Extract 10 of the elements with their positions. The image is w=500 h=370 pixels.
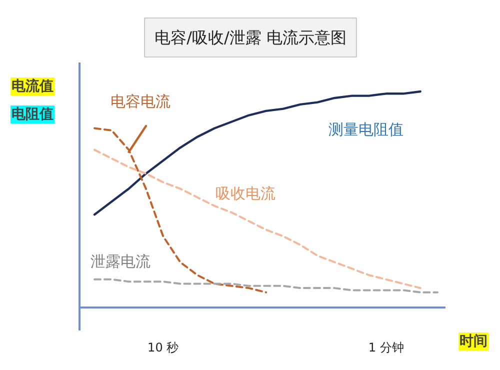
series-label: 测量电阻值 — [328, 120, 404, 138]
series-label: 电容电流 — [110, 92, 170, 110]
x-tick-label: 10 秒 — [148, 340, 179, 354]
chart-title: 电容/吸收/泄露 电流示意图 — [154, 28, 346, 47]
y2-axis-title: 电阻值 — [12, 106, 54, 122]
x-axis-title: 时间 — [460, 334, 488, 350]
series-label: 吸收电流 — [216, 184, 276, 202]
x-tick-label: 1 分钟 — [368, 340, 404, 354]
y-axis-title: 电流值 — [12, 78, 54, 94]
series-label: 泄露电流 — [90, 252, 150, 270]
